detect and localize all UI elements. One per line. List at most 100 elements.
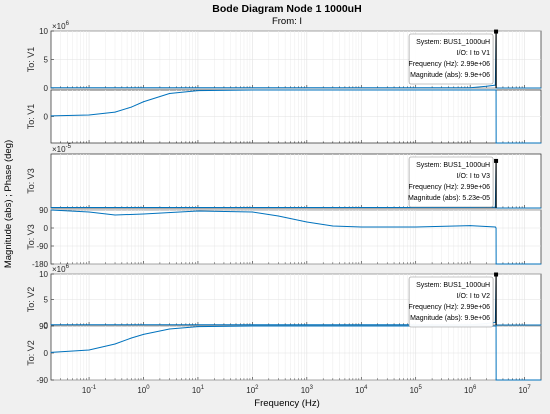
x-tick-label: 10-1 — [82, 385, 97, 395]
y-tick-label: 0 — [44, 113, 49, 122]
x-tick-exponent: 3 — [310, 385, 314, 391]
data-point — [540, 324, 542, 326]
data-point — [251, 89, 253, 91]
data-point — [277, 215, 279, 217]
x-tick-base: 10 — [518, 386, 527, 395]
data-point — [540, 263, 542, 265]
data-point — [130, 106, 132, 108]
multiplier-exponent: 6 — [66, 21, 70, 27]
row-label: To: V2 — [26, 340, 36, 366]
x-tick-labels: 10-1 100 101 102 103 104 105 106 107 — [82, 385, 531, 395]
data-point — [197, 90, 199, 92]
data-point — [168, 93, 170, 95]
row-label: To: V1 — [26, 104, 36, 130]
data-point — [168, 328, 170, 330]
x-tick-label: 103 — [301, 385, 314, 395]
datatip-marker — [494, 158, 499, 163]
data-point — [197, 210, 199, 212]
x-tick-label: 105 — [410, 385, 423, 395]
multiplier-exponent: -5 — [66, 144, 72, 150]
x-tick-label: 104 — [355, 385, 368, 395]
data-point — [114, 343, 116, 345]
datatip-line: System: BUS1_1000uH — [416, 282, 490, 289]
datatip-line: System: BUS1_1000uH — [416, 39, 490, 46]
x-axis-label: Frequency (Hz) — [254, 398, 319, 409]
data-point — [540, 142, 542, 144]
data-point — [495, 89, 497, 91]
data-point — [50, 87, 52, 89]
data-point — [469, 225, 471, 227]
chart-subtitle: From: I — [272, 16, 302, 27]
x-tick-base: 10 — [137, 386, 146, 395]
data-point — [540, 379, 542, 381]
data-point — [88, 211, 90, 213]
y-tick-label: 5 — [44, 56, 49, 65]
datatip-box — [408, 33, 494, 85]
data-point — [50, 351, 52, 353]
multiplier-base: ×10 — [52, 265, 66, 274]
data-point — [494, 226, 496, 228]
row-label: To: V2 — [26, 287, 36, 313]
data-point — [50, 324, 52, 326]
data-point — [495, 325, 497, 327]
x-tick-exponent: 6 — [473, 385, 477, 391]
datatip-line: Magnitude (abs): 9.9e+06 — [410, 72, 490, 79]
data-point — [251, 325, 253, 327]
axes-box — [50, 209, 542, 265]
multiplier-exponent: 6 — [66, 264, 70, 270]
data-point — [469, 87, 471, 89]
data-point — [469, 207, 471, 209]
x-tick-exponent: 2 — [255, 385, 259, 391]
x-tick-exponent: -1 — [91, 385, 97, 391]
y-tick-label: 5 — [44, 296, 49, 305]
y-tick-label: -180 — [32, 260, 49, 269]
panel-2: 0 To: V1 — [26, 89, 542, 144]
x-tick-base: 10 — [301, 386, 310, 395]
x-tick-base: 10 — [464, 386, 473, 395]
data-point — [114, 214, 116, 216]
data-point — [306, 221, 308, 223]
row-label: To: V1 — [26, 47, 36, 73]
datatip-line: Frequency (Hz): 2.99e+06 — [409, 61, 491, 68]
data-point — [495, 142, 497, 144]
data-point — [486, 85, 488, 87]
datatip-line: System: BUS1_1000uH — [416, 162, 490, 169]
data-point — [88, 114, 90, 116]
y-tick-label: 0 — [44, 84, 49, 93]
panel-4: 90 0 -90 -180 To: V3 — [26, 206, 542, 269]
datatip-marker — [494, 272, 499, 277]
data-point — [142, 213, 144, 215]
datatip-line: I/O: I to V2 — [457, 293, 491, 300]
datatip-box — [408, 276, 494, 328]
datatip-3: System: BUS1_1000uH I/O: I to V2 Frequency… — [408, 272, 499, 328]
data-point — [251, 211, 253, 213]
y-tick-label: 0 — [44, 224, 49, 233]
data-point — [50, 115, 52, 117]
x-tick-base: 10 — [355, 386, 364, 395]
data-point — [142, 333, 144, 335]
datatip-1: System: BUS1_1000uH I/O: I to V1 Frequency… — [408, 29, 499, 88]
y-tick-label: -90 — [36, 242, 48, 251]
x-tick-exponent: 0 — [146, 385, 150, 391]
data-point — [142, 101, 144, 103]
x-tick-base: 10 — [246, 386, 255, 395]
data-point — [114, 111, 116, 113]
x-tick-label: 100 — [137, 385, 150, 395]
row-label: To: V3 — [26, 224, 36, 250]
x-tick-base: 10 — [82, 386, 91, 395]
y-tick-label: 0 — [44, 349, 49, 358]
y-tick-label: 0 — [44, 321, 49, 330]
data-point — [50, 209, 52, 211]
data-point — [495, 263, 497, 265]
data-point — [540, 87, 542, 89]
datatip-line: I/O: I to V3 — [457, 173, 491, 180]
x-tick-base: 10 — [410, 386, 419, 395]
x-tick-label: 102 — [246, 385, 259, 395]
chart-title: Bode Diagram Node 1 1000uH — [212, 3, 361, 15]
y-tick-label: 90 — [39, 322, 48, 331]
datatip-marker — [494, 29, 499, 34]
row-label: To: V3 — [26, 168, 36, 194]
datatip-box — [408, 156, 494, 208]
data-point — [415, 226, 417, 228]
